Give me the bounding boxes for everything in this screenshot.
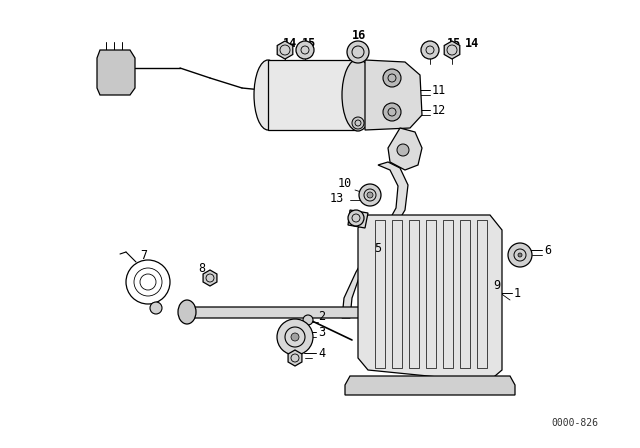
Circle shape — [367, 192, 373, 198]
Text: 8: 8 — [198, 262, 205, 275]
Circle shape — [291, 333, 299, 341]
Text: 15: 15 — [447, 36, 461, 49]
Polygon shape — [444, 41, 460, 59]
Circle shape — [508, 243, 532, 267]
Polygon shape — [345, 376, 515, 395]
Polygon shape — [446, 280, 476, 305]
Circle shape — [303, 315, 313, 325]
Ellipse shape — [342, 59, 374, 131]
Text: 16: 16 — [352, 29, 366, 42]
Text: 14: 14 — [283, 36, 297, 49]
Polygon shape — [97, 50, 135, 95]
Text: 15: 15 — [302, 36, 316, 49]
Polygon shape — [365, 60, 422, 130]
Polygon shape — [268, 60, 358, 130]
Text: 11: 11 — [432, 83, 446, 96]
Text: 4: 4 — [318, 346, 325, 359]
Text: 6: 6 — [544, 244, 551, 257]
Text: 14: 14 — [465, 36, 479, 49]
Circle shape — [397, 144, 409, 156]
Text: 0000-826: 0000-826 — [551, 418, 598, 428]
Circle shape — [359, 184, 381, 206]
Ellipse shape — [178, 300, 196, 324]
Circle shape — [383, 103, 401, 121]
Circle shape — [347, 41, 369, 63]
Circle shape — [277, 319, 313, 355]
Text: 10: 10 — [338, 177, 352, 190]
Text: 9: 9 — [493, 279, 500, 292]
Polygon shape — [183, 307, 392, 318]
Circle shape — [150, 302, 162, 314]
Circle shape — [421, 41, 439, 59]
Polygon shape — [388, 128, 422, 170]
Polygon shape — [358, 215, 502, 382]
Circle shape — [518, 253, 522, 257]
Text: 5: 5 — [374, 241, 381, 254]
Polygon shape — [203, 270, 217, 286]
Text: 7: 7 — [140, 249, 147, 262]
Circle shape — [371, 311, 389, 329]
Text: 2: 2 — [318, 310, 325, 323]
Circle shape — [352, 117, 364, 129]
Text: 1: 1 — [514, 287, 521, 300]
Polygon shape — [277, 41, 292, 59]
Polygon shape — [288, 350, 302, 366]
Circle shape — [348, 210, 364, 226]
Polygon shape — [348, 210, 368, 228]
Ellipse shape — [383, 302, 397, 322]
Polygon shape — [342, 162, 408, 318]
Circle shape — [296, 41, 314, 59]
Ellipse shape — [254, 60, 282, 130]
Text: 3: 3 — [318, 326, 325, 339]
Circle shape — [383, 69, 401, 87]
Text: 13: 13 — [330, 191, 344, 204]
Text: 12: 12 — [432, 103, 446, 116]
